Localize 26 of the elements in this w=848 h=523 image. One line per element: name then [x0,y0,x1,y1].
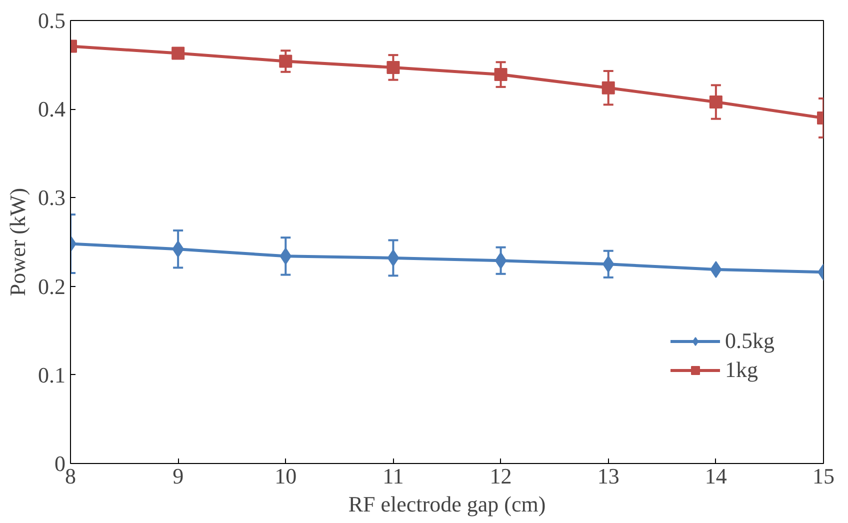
x-axis-title: RF electrode gap (cm) [348,492,546,516]
x-tick-label: 11 [382,464,404,488]
point [386,60,400,74]
point [172,46,185,60]
x-tick-label: 10 [274,464,297,488]
legend-label: 1kg [725,357,758,383]
point [494,68,508,82]
x-tick-label: 15 [812,464,834,488]
x-tick-label: 13 [597,464,620,488]
y-tick-label: 0 [54,451,66,476]
x-tick-label: 12 [490,464,512,488]
point [387,249,400,266]
y-tick-label: 0.4 [38,96,66,122]
y-tick-label: 0.3 [38,185,66,210]
x-tick-label: 9 [172,464,184,488]
point [602,81,615,94]
y-tick-label: 0.5 [38,8,66,33]
y-axis-title: Power (kW) [5,188,30,296]
x-tick-label: 8 [65,464,76,488]
point [494,252,507,270]
y-tick-label: 0.2 [38,274,66,299]
point [709,96,722,109]
y-tick-label: 0.1 [38,362,66,388]
point [279,54,292,68]
x-tick-label: 14 [704,464,727,488]
legend-label: 0.5kg [725,328,774,354]
